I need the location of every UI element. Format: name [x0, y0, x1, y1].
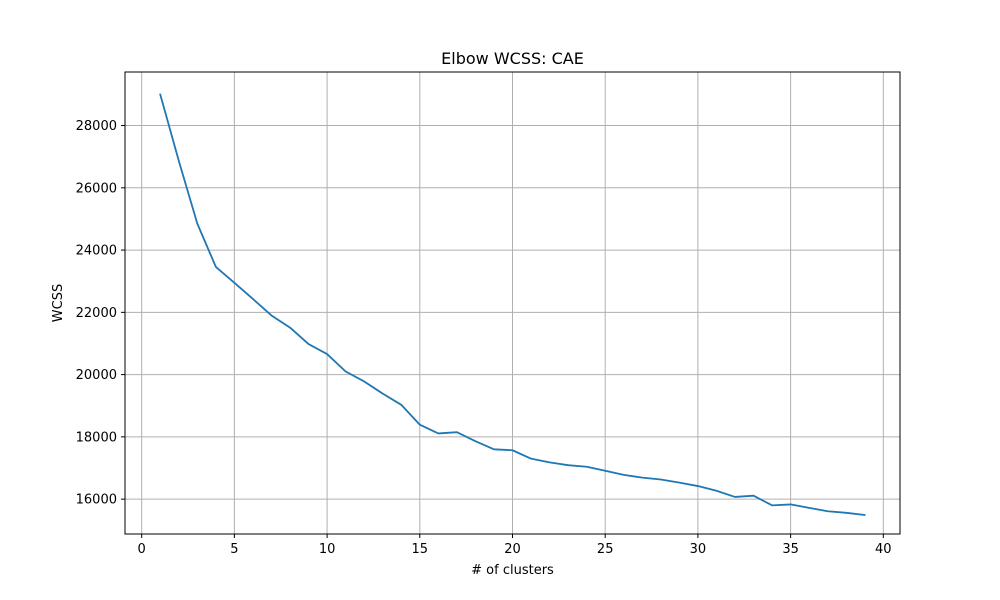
wcss-series-line — [159, 93, 866, 516]
x-tick-label: 5 — [230, 542, 238, 557]
grid-lines — [125, 72, 900, 534]
y-tick-label: 20000 — [76, 368, 117, 383]
x-tick-label: 10 — [319, 542, 336, 557]
axis-ticks: 0 5 10 15 20 25 30 35 40 16000 18000 20000 22000 2400… — [76, 119, 892, 557]
x-tick-label: 35 — [782, 542, 799, 557]
y-tick-label: 24000 — [76, 244, 117, 259]
y-tick-label: 26000 — [76, 181, 117, 196]
x-tick-label: 40 — [875, 542, 892, 557]
x-tick-label: 30 — [690, 542, 707, 557]
y-axis-label: WCSS — [51, 284, 66, 322]
y-tick-label: 22000 — [76, 306, 117, 321]
chart-title: Elbow WCSS: CAE — [441, 49, 584, 68]
x-tick-label: 25 — [597, 542, 614, 557]
y-tick-label: 16000 — [76, 493, 117, 508]
x-tick-label: 20 — [504, 542, 521, 557]
x-axis-label: # of clusters — [471, 563, 554, 578]
y-tick-label: 28000 — [76, 119, 117, 134]
x-tick-label: 15 — [412, 542, 429, 557]
y-tick-label: 18000 — [76, 430, 117, 445]
series-layer — [159, 93, 866, 516]
x-tick-label: 0 — [138, 542, 146, 557]
